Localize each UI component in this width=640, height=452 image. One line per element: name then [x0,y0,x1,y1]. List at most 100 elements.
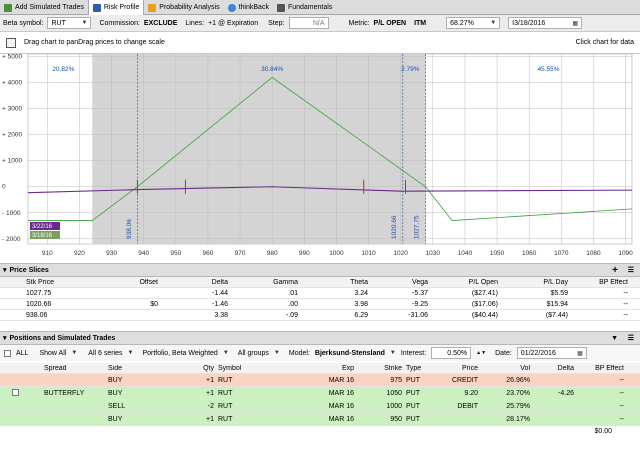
dropdown-icon[interactable]: ▼ [611,334,618,342]
boundary-price-label: 1027.75 [413,215,420,239]
col-qty: Qty [203,364,214,372]
date-label: Date: [495,349,512,357]
cell-price[interactable]: DEBIT [457,402,478,410]
interest-label: Interest: [400,349,427,357]
menu-icon[interactable]: ☰ [627,335,634,342]
price-slice-row[interactable]: 938.06 3.38 -.09 6.29 -31.06 ($40.44) ($7.44) -… [0,310,640,321]
show-filter[interactable]: Show All [39,349,67,357]
tab-fundamentals[interactable]: Fundamentals [273,0,336,15]
hint-text: Drag chart to panDrag prices to change s… [24,39,165,46]
cell-price: 938.06 [26,311,48,319]
positions-title: Positions and Simulated Trades [9,334,116,342]
tab-probability-analysis[interactable]: Probability Analysis [144,0,223,15]
cell-qty[interactable]: -2 [207,402,214,410]
chevron-down-icon[interactable]: ▼ [127,350,134,356]
probability-range-shade [92,54,426,244]
position-row[interactable]: BUTTERFLY BUY +1 RUT MAR 16 1050 PUT 9.20 23.70%… [0,387,640,400]
cell-gamma: -.09 [285,311,298,319]
cell-side: SELL [108,402,126,410]
cell-plopen: ($17.06) [471,300,498,308]
interest-input[interactable]: 0.50% [431,347,472,359]
col-bp-effect: BP Effect [599,278,628,286]
select-all-checkbox[interactable] [4,349,11,357]
row-select[interactable] [0,388,42,398]
beta-symbol-label: Beta symbol: [3,19,44,27]
x-tick-label: 1070 [554,250,569,257]
metric-value[interactable]: P/L OPEN [373,19,407,27]
cell-strike[interactable]: 1000 [386,402,402,410]
cell-bp: -- [623,300,628,308]
add-slice-icon[interactable]: + [612,264,618,276]
cell-strike[interactable]: 975 [390,376,402,384]
x-tick-label: 1040 [458,250,473,257]
model-value[interactable]: Bjerksund-Stensland [314,349,385,357]
fundamentals-icon [276,3,285,12]
cell-qty[interactable]: +1 [206,376,214,384]
expiration-pl-line [28,76,633,221]
chart-settings-icon[interactable] [6,37,16,48]
cell-strike[interactable]: 950 [390,415,402,423]
chevron-down-icon[interactable]: ▼ [273,350,280,356]
price-slice-row[interactable]: 1027.75 -1.44 .01 3.24 -5.37 ($27.41) $5.59 -- [0,288,640,299]
collapse-icon[interactable]: ▾ [3,267,7,274]
cell-vol: 28.17% [506,415,530,423]
tab-risk-profile[interactable]: Risk Profile [87,0,145,15]
col-bp-effect: BP Effect [595,364,624,372]
col-vol: Vol [520,364,530,372]
probability-icon [148,3,157,12]
tab-thinkback[interactable]: thinkBack [224,0,273,15]
beta-symbol-input[interactable]: RUT ▼ [47,17,92,29]
positions-date-input[interactable]: 01/22/2016 ▦ [516,347,587,359]
cell-delta: -1.46 [212,300,228,308]
commission-value[interactable]: EXCLUDE [143,19,178,27]
probability-percent: 20.82% [52,66,74,73]
cell-qty[interactable]: +1 [206,415,214,423]
metric-label: Metric: [348,19,370,27]
position-row[interactable]: BUY +1 RUT MAR 16 975 PUT CREDIT 26.96% -- [0,374,640,387]
lines-value[interactable]: +1 @ Expiration [208,19,259,27]
date-input[interactable]: I3/18/2016 ▦ [508,17,583,29]
x-tick-label: 920 [74,250,85,257]
chevron-down-icon[interactable]: ▼ [222,350,229,356]
cell-plday: $15.94 [546,300,568,308]
chevron-down-icon: ▼ [490,20,497,26]
row-checkbox[interactable] [12,388,19,396]
tab-add-simulated-trades[interactable]: Add Simulated Trades [0,0,88,15]
col-gamma: Gamma [273,278,298,286]
chevron-down-icon[interactable]: ▼ [71,350,78,356]
col-delta: Delta [557,364,574,372]
cell-plday: $5.59 [550,289,568,297]
model-label: Model: [288,349,310,357]
portfolio-filter[interactable]: Portfolio, Beta Weighted [142,349,218,357]
position-row[interactable]: SELL -2 RUT MAR 16 1000 PUT DEBIT 25.79% -- [0,400,640,413]
cell-price[interactable]: CREDIT [451,376,478,384]
position-row[interactable]: BUY +1 RUT MAR 16 950 PUT 28.17% -- [0,413,640,426]
total-row: $0.00 [0,426,640,437]
groups-filter[interactable]: All groups [237,349,269,357]
cell-qty[interactable]: +1 [206,389,214,397]
chevron-down-icon[interactable]: ▼ [389,350,396,356]
calendar-icon[interactable]: ▦ [572,20,579,27]
cell-strike[interactable]: 1050 [386,389,402,397]
price-slices-header: ▾ Price Slices + ☰ [0,263,640,277]
collapse-icon[interactable]: ▾ [3,335,7,342]
cell-exp: MAR 16 [328,415,354,423]
calendar-icon[interactable]: ▦ [577,350,583,357]
add-trade-icon [4,3,12,12]
cell-price[interactable]: 9.20 [464,389,478,397]
interest-stepper-icon[interactable]: ▲▼ [476,350,487,356]
x-tick-label: 1090 [618,250,633,257]
menu-icon[interactable]: ☰ [627,267,634,274]
cell-offset[interactable]: $0 [150,300,158,308]
cell-bp: -- [619,415,624,423]
step-input[interactable]: N/A [288,17,329,29]
cell-vega: -31.06 [408,311,428,319]
series-filter[interactable]: All 6 series [88,349,123,357]
price-slice-row[interactable]: 1020.66 $0 -1.46 .00 3.98 -9.25 ($17.06) $15.94… [0,299,640,310]
itm-input[interactable]: 68.27% ▼ [446,17,501,29]
y-tick-label: - 2000 [2,236,21,243]
x-tick-label: 1080 [586,250,601,257]
cell-type: PUT [406,415,420,423]
risk-profile-chart[interactable]: + 5000 + 4000 + 3000 + 2000 + 1000 0 - 1000 - 2… [0,54,640,260]
col-theta: Theta [350,278,368,286]
